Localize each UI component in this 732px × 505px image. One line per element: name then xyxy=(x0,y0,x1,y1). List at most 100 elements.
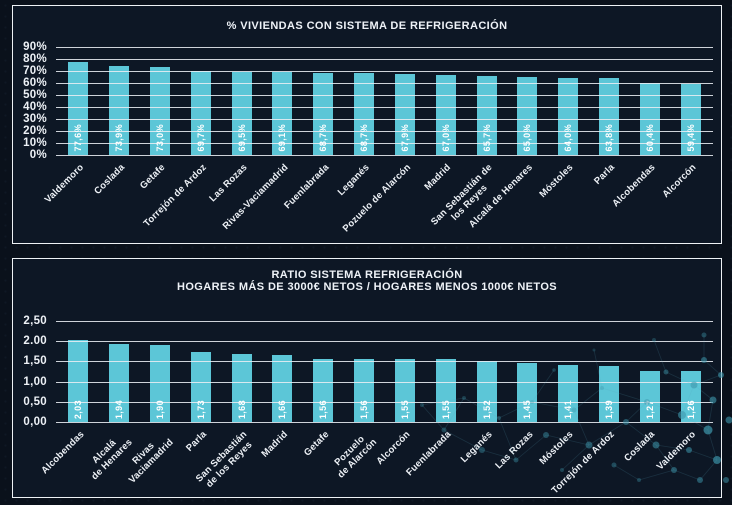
bar-slot: 1,27 xyxy=(629,321,670,422)
bar-slot: 68,7% xyxy=(344,47,385,155)
y-axis: 90%80%70%60%50%40%30%20%10%0% xyxy=(15,47,56,155)
bar-value-label: 67,0% xyxy=(441,124,451,152)
y-tick-label: 0% xyxy=(30,149,47,161)
bar-slot: 68,7% xyxy=(303,47,344,155)
bar[interactable]: 1,55 xyxy=(395,359,415,422)
bar-value-label: 68,7% xyxy=(318,124,328,152)
y-tick-label: 2.00 xyxy=(23,335,47,347)
bar[interactable]: 1,52 xyxy=(477,361,497,422)
y-tick-label: 60% xyxy=(23,77,47,89)
bar[interactable]: 1,56 xyxy=(354,359,374,422)
chart-title: RATIO SISTEMA REFRIGERACIÓN xyxy=(13,259,721,281)
bar-value-label: 2,03 xyxy=(73,400,83,419)
x-slot: Madrid xyxy=(262,422,303,495)
bar[interactable]: 1,41 xyxy=(558,365,578,422)
bar-value-label: 68,7% xyxy=(359,124,369,152)
category-label: Getafe xyxy=(302,429,332,459)
gridline xyxy=(56,119,713,120)
chart-subtitle: HOGARES MÁS DE 3000€ NETOS / HOGARES MEN… xyxy=(13,281,721,293)
category-label: Madrid xyxy=(260,429,291,460)
x-slot: Móstoles xyxy=(548,155,589,241)
bar[interactable]: 1,55 xyxy=(436,359,456,422)
bar-value-label: 60,4% xyxy=(645,124,655,152)
gridline xyxy=(56,47,713,48)
bar-value-label: 1,66 xyxy=(277,400,287,419)
bar-value-label: 64,0% xyxy=(563,124,573,152)
x-slot: San Sebastián de los Reyes xyxy=(221,422,262,495)
gridline xyxy=(56,321,713,322)
y-tick-label: 0,00 xyxy=(23,416,47,428)
bar-value-label: 1,39 xyxy=(604,400,614,419)
bar-slot: 1,68 xyxy=(221,321,262,422)
bar-value-label: 1,55 xyxy=(400,400,410,419)
y-tick-label: 30% xyxy=(23,113,47,125)
bar[interactable]: 1,56 xyxy=(313,359,333,422)
x-slot: Pozuelo de Alarcón xyxy=(385,155,426,241)
bar[interactable]: 1,73 xyxy=(191,352,211,422)
ratio-refrigeracion-panel: RATIO SISTEMA REFRIGERACIÓN HOGARES MÁS … xyxy=(12,258,722,498)
bar-slot: 77,6% xyxy=(58,47,99,155)
bar-slot: 2,03 xyxy=(58,321,99,422)
bar-value-label: 1,56 xyxy=(318,400,328,419)
bar-slot: 69,1% xyxy=(262,47,303,155)
bar[interactable]: 77,6% xyxy=(68,62,88,155)
bar[interactable]: 73,9% xyxy=(109,66,129,155)
bar-value-label: 1,41 xyxy=(563,400,573,419)
bar-slot: 63,8% xyxy=(589,47,630,155)
x-slot: Alcorcón xyxy=(670,155,711,241)
plot-area: 77,6%73,9%73,0%69,7%69,5%69,1%68,7%68,7%… xyxy=(56,47,713,155)
y-tick-label: 1,50 xyxy=(23,355,47,367)
bar-value-label: 67,9% xyxy=(400,124,410,152)
bar-slot: 65,0% xyxy=(507,47,548,155)
bar-value-label: 69,5% xyxy=(237,124,247,152)
y-tick-label: 50% xyxy=(23,89,47,101)
bar-value-label: 1,56 xyxy=(359,400,369,419)
bar[interactable]: 1,94 xyxy=(109,344,129,422)
bar-slot: 60,4% xyxy=(629,47,670,155)
viviendas-refrigeracion-panel: % VIVIENDAS CON SISTEMA DE REFRIGERACIÓN… xyxy=(12,5,722,244)
bar[interactable]: 1,45 xyxy=(517,363,537,422)
bar[interactable]: 1,90 xyxy=(150,345,170,422)
bar-slot: 67,9% xyxy=(385,47,426,155)
gridline xyxy=(56,59,713,60)
bar-slot: 1,55 xyxy=(385,321,426,422)
x-slot: Coslada xyxy=(99,155,140,241)
bar[interactable]: 1,39 xyxy=(599,366,619,422)
bar-value-label: 1,94 xyxy=(114,400,124,419)
bar[interactable]: 1,68 xyxy=(232,354,252,422)
category-label: Parla xyxy=(184,429,209,454)
bar[interactable]: 73,0% xyxy=(150,67,170,155)
bar-slot: 73,0% xyxy=(140,47,181,155)
gridline xyxy=(56,95,713,96)
bar-slot: 67,0% xyxy=(425,47,466,155)
bar[interactable]: 1,66 xyxy=(272,355,292,422)
gridline xyxy=(56,422,713,423)
gridline xyxy=(56,341,713,342)
bar-value-label: 1,68 xyxy=(237,400,247,419)
bar-value-label: 63,8% xyxy=(604,124,614,152)
bar-slot: 1,56 xyxy=(303,321,344,422)
bar-value-label: 1,26 xyxy=(686,400,696,419)
gridline xyxy=(56,155,713,156)
y-tick-label: 1,00 xyxy=(23,376,47,388)
x-slot: Valdemoro xyxy=(58,155,99,241)
bar-value-label: 73,0% xyxy=(155,124,165,152)
bar-value-label: 65,0% xyxy=(522,124,532,152)
y-tick-label: 70% xyxy=(23,65,47,77)
bar-slot: 1,55 xyxy=(425,321,466,422)
bar-slot: 73,9% xyxy=(99,47,140,155)
bar[interactable]: 1,27 xyxy=(640,371,660,422)
gridline xyxy=(56,361,713,362)
x-slot: Alcalá de Henares xyxy=(507,155,548,241)
x-slot: Alcobendas xyxy=(629,155,670,241)
bar-value-label: 65,7% xyxy=(482,124,492,152)
bar-slot: 1,56 xyxy=(344,321,385,422)
bar[interactable]: 1,26 xyxy=(681,371,701,422)
viviendas-refrigeracion-bar-chart: 90%80%70%60%50%40%30%20%10%0% 77,6% 73,9%… xyxy=(15,47,713,241)
gridline xyxy=(56,71,713,72)
y-tick-label: 40% xyxy=(23,101,47,113)
bar-slot: 1,94 xyxy=(99,321,140,422)
